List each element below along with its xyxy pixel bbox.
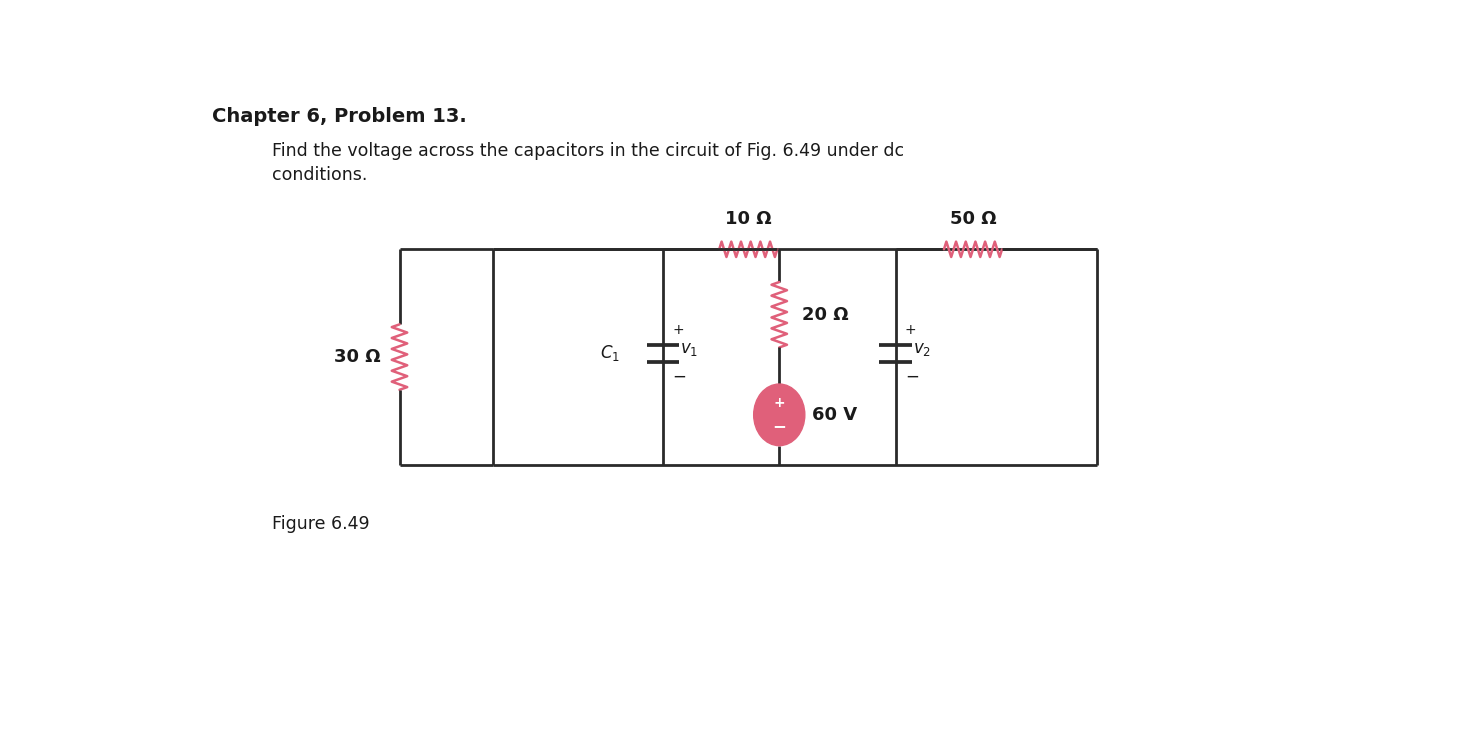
Text: Find the voltage across the capacitors in the circuit of Fig. 6.49 under dc: Find the voltage across the capacitors i… [272,142,904,159]
Text: conditions.: conditions. [272,166,366,184]
Text: Chapter 6, Problem 13.: Chapter 6, Problem 13. [212,107,467,126]
Text: $v_2$: $v_2$ [912,340,930,358]
Text: 20 Ω: 20 Ω [803,306,850,323]
Text: 10 Ω: 10 Ω [726,210,771,228]
Text: −: − [905,367,918,385]
Text: 30 Ω: 30 Ω [333,348,380,366]
Text: −: − [672,367,686,385]
Text: −: − [772,418,785,435]
Text: +: + [672,323,683,337]
Text: 60 V: 60 V [812,406,857,424]
Text: +: + [774,396,785,410]
Text: +: + [905,323,917,337]
Ellipse shape [753,384,804,445]
Text: $v_1$: $v_1$ [680,340,698,358]
Text: $C_1$: $C_1$ [600,343,620,364]
Text: Figure 6.49: Figure 6.49 [272,515,369,533]
Text: 50 Ω: 50 Ω [949,210,996,228]
